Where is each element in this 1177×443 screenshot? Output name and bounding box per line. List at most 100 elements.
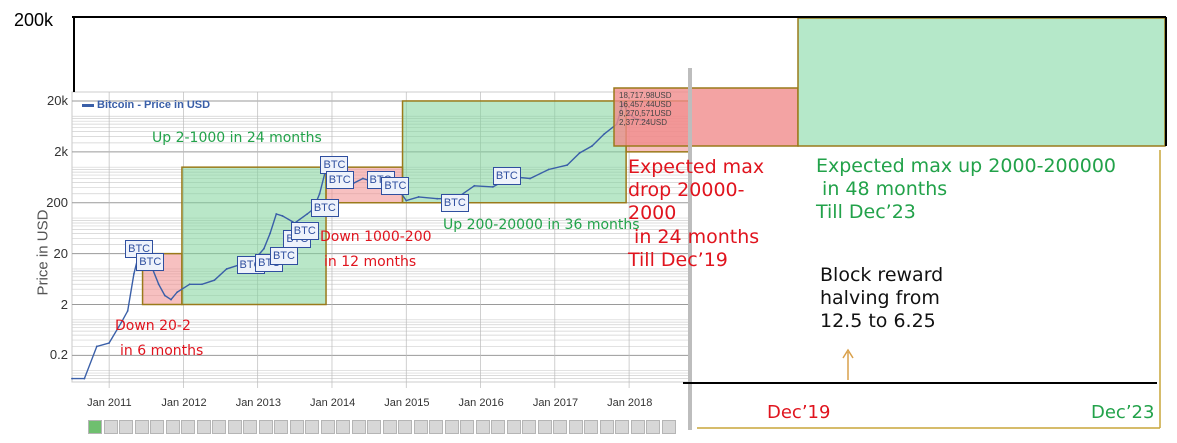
range-button[interactable]: [351, 420, 366, 434]
range-navigator[interactable]: [40, 418, 676, 436]
range-button[interactable]: [227, 420, 242, 434]
expected-drop-line-2: drop 20000-: [628, 179, 745, 202]
x-tick-label: Jan 2012: [161, 397, 207, 409]
annotation-down-20-2-line1: Down 20-2: [115, 318, 191, 334]
price-point: [436, 197, 439, 200]
price-point: [170, 298, 172, 301]
range-button[interactable]: [103, 420, 118, 434]
price-point: [262, 247, 265, 250]
y-tick-label: 2: [60, 296, 68, 312]
range-button[interactable]: [444, 420, 459, 434]
range-button[interactable]: [258, 420, 273, 434]
btc-event-marker[interactable]: BTC: [269, 246, 298, 265]
range-button[interactable]: [491, 420, 505, 434]
range-button[interactable]: [196, 420, 211, 434]
range-button[interactable]: [320, 420, 335, 434]
range-button[interactable]: [599, 420, 614, 434]
annotation-down-20-2-line2: in 6 months: [120, 343, 204, 359]
price-point: [120, 321, 123, 324]
range-button[interactable]: [537, 420, 552, 434]
projection-up-box: [797, 17, 1166, 147]
annotation-expected-up: Expected max up 2000-200000 in 48 months…: [816, 155, 1116, 225]
legend-swatch: [82, 103, 94, 107]
range-button[interactable]: [212, 420, 226, 434]
price-point: [201, 283, 203, 286]
range-button[interactable]: [165, 420, 180, 434]
block-reward-line-2: halving from: [820, 287, 940, 310]
range-button[interactable]: [646, 420, 660, 434]
price-point: [578, 152, 581, 154]
x-tick-label: Jan 2014: [309, 397, 356, 409]
x-tick-label: Jan 2011: [87, 397, 132, 409]
x-tick-label: Jan 2017: [532, 397, 579, 409]
price-point: [95, 345, 98, 348]
regime-box-up-200-20000: [401, 100, 627, 204]
range-button[interactable]: [413, 420, 428, 434]
price-point: [71, 377, 73, 380]
range-button[interactable]: [568, 420, 583, 434]
range-button[interactable]: [522, 420, 536, 434]
btc-event-marker[interactable]: BTC: [325, 171, 354, 190]
range-button[interactable]: [289, 420, 304, 434]
range-button[interactable]: [553, 420, 567, 434]
price-point: [275, 213, 278, 215]
btc-event-marker[interactable]: BTC: [310, 198, 339, 217]
range-button[interactable]: [305, 420, 319, 434]
annotation-down-1000-200-line1: Down 1000-200: [320, 229, 432, 245]
expected-drop-line-1: Expected max: [628, 156, 765, 178]
range-button[interactable]: [134, 420, 149, 434]
range-button[interactable]: [367, 420, 381, 434]
range-button[interactable]: [429, 420, 443, 434]
price-point: [281, 215, 284, 217]
projection-drop-box: [613, 87, 799, 147]
price-point: [108, 342, 111, 344]
last-price-readout: 2,377.24USD: [619, 118, 668, 127]
price-point: [566, 164, 569, 166]
btc-event-marker[interactable]: BTC: [290, 222, 319, 241]
range-button[interactable]: [88, 420, 102, 434]
price-point: [318, 192, 321, 195]
block-reward-line-3: 12.5 to 6.25: [820, 310, 936, 333]
range-button[interactable]: [475, 420, 490, 434]
range-button[interactable]: [150, 420, 164, 434]
annotation-down-1000-200-line2: in 12 months: [324, 254, 417, 270]
range-button[interactable]: [460, 420, 474, 434]
range-button[interactable]: [243, 420, 257, 434]
projection-date-dec19: Dec’19: [767, 402, 831, 423]
price-point: [306, 213, 309, 215]
price-point: [188, 283, 191, 286]
range-button[interactable]: [661, 420, 676, 434]
btc-event-marker[interactable]: BTC: [492, 166, 521, 185]
projection-date-dec23: Dec’23: [1091, 402, 1155, 423]
range-button[interactable]: [615, 420, 629, 434]
range-button[interactable]: [398, 420, 412, 434]
range-button[interactable]: [336, 420, 350, 434]
range-button[interactable]: [584, 420, 598, 434]
price-point: [473, 184, 476, 187]
y-tick-label: 0.2: [49, 347, 68, 363]
price-point: [157, 283, 160, 286]
annotation-block-reward: Block reward halving from 12.5 to 6.25: [820, 264, 943, 334]
price-point: [417, 196, 420, 198]
price-point: [529, 177, 531, 180]
halving-arrow-head: [842, 348, 854, 359]
range-button[interactable]: [181, 420, 195, 434]
top-axis-label: 200k: [14, 10, 54, 30]
annotation-up-2-1000: Up 2-1000 in 24 months: [152, 130, 322, 146]
price-point: [126, 309, 129, 312]
range-button[interactable]: [274, 420, 288, 434]
range-button[interactable]: [506, 420, 521, 434]
price-point: [213, 279, 216, 282]
range-button[interactable]: [382, 420, 397, 434]
btc-event-marker[interactable]: BTC: [381, 177, 410, 196]
expected-drop-line-5: Till Dec’19: [628, 248, 728, 271]
btc-event-marker[interactable]: BTC: [136, 252, 165, 271]
range-button[interactable]: [119, 420, 133, 434]
x-tick-label: Jan 2016: [458, 397, 504, 409]
expected-up-line-3: Till Dec’23: [816, 201, 916, 224]
expected-drop-line-4: in 24 months: [628, 225, 760, 248]
range-button[interactable]: [630, 420, 645, 434]
btc-event-marker[interactable]: BTC: [440, 193, 469, 212]
